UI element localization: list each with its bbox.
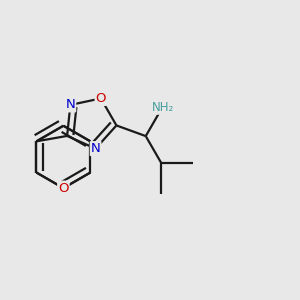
Text: N: N [65,98,75,111]
Text: O: O [58,182,69,195]
Text: O: O [96,92,106,105]
Text: NH₂: NH₂ [152,101,174,114]
Text: N: N [91,142,100,155]
